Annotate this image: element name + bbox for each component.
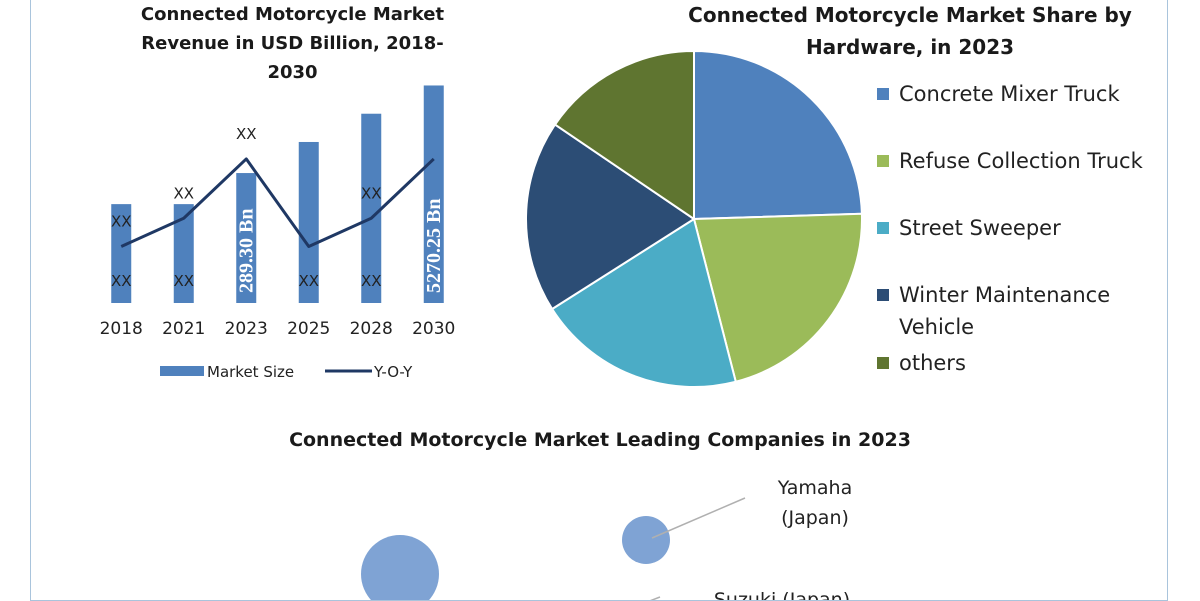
legend-swatch [877,289,889,301]
legend-label: others [899,351,966,375]
bubble-leader-line [651,497,746,539]
line-data-label: XX [361,184,382,202]
bar-chart-title: Connected Motorcycle Market Revenue in U… [140,4,445,83]
legend-label: Winter Maintenance [899,283,1110,307]
bar-data-label: XX [173,272,194,290]
legend-swatch-market-size [160,366,204,376]
bubble-label: Suzuki (Japan) [714,589,850,600]
x-tick-label: 2023 [225,319,268,339]
pie-chart: Concrete Mixer Truck Refuse Collection Tr… [525,49,1144,388]
bubble-label: (Japan) [781,507,849,529]
legend-label: Concrete Mixer Truck [899,82,1120,106]
bar-data-label: 289.30 Bn [235,209,257,293]
x-tick-label: 2018 [100,319,143,339]
market-size-bar [298,141,319,303]
market-size-bar [361,113,382,303]
yoy-line [120,157,435,248]
market-size-bar [236,173,257,303]
company-bubble-yamaha [622,516,670,564]
legend-label-market-size: Market Size [207,363,294,381]
line-data-label: XX [236,125,257,143]
legend-label: Refuse Collection Truck [899,149,1144,173]
market-size-bar [111,204,132,303]
bar-data-label: XX [111,272,132,290]
legend-swatch [877,155,889,167]
line-data-label: XX [111,213,132,231]
legend-swatch [877,88,889,100]
legend-label-yoy: Y-O-Y [373,363,413,381]
line-data-label: XX [173,184,194,202]
pie-chart-title: Connected Motorcycle Market Share by Har… [688,3,1132,59]
pie-slice [553,49,695,221]
pie-slice [692,212,863,383]
bar-data-label: XX [361,272,382,290]
company-bubble [361,535,439,600]
pie-slice [693,49,863,221]
x-tick-label: 2025 [287,319,330,339]
x-tick-label: 2021 [162,319,205,339]
x-tick-label: 2028 [350,319,393,339]
x-tick-label: 2030 [412,319,455,339]
legend-swatch [877,357,889,369]
bubble-chart-title: Connected Motorcycle Market Leading Comp… [289,429,911,451]
bar-chart: XX XX 289.30 Bn XX XX 5270.25 Bn XX XX XX XX 2018 2… [100,85,455,381]
market-size-bar [423,85,444,303]
bar-data-label: 5270.25 Bn [423,199,445,293]
legend-swatch [877,222,889,234]
pie-slice [525,123,696,311]
bar-data-label: XX [298,272,319,290]
pie-slice [550,217,737,388]
legend-label: Street Sweeper [899,216,1061,240]
legend-label: Vehicle [899,315,974,339]
market-size-bar [173,204,194,303]
bubble-chart: Yamaha (Japan) Suzuki (Japan) [361,477,852,600]
bubble-label: Yamaha [777,477,852,499]
